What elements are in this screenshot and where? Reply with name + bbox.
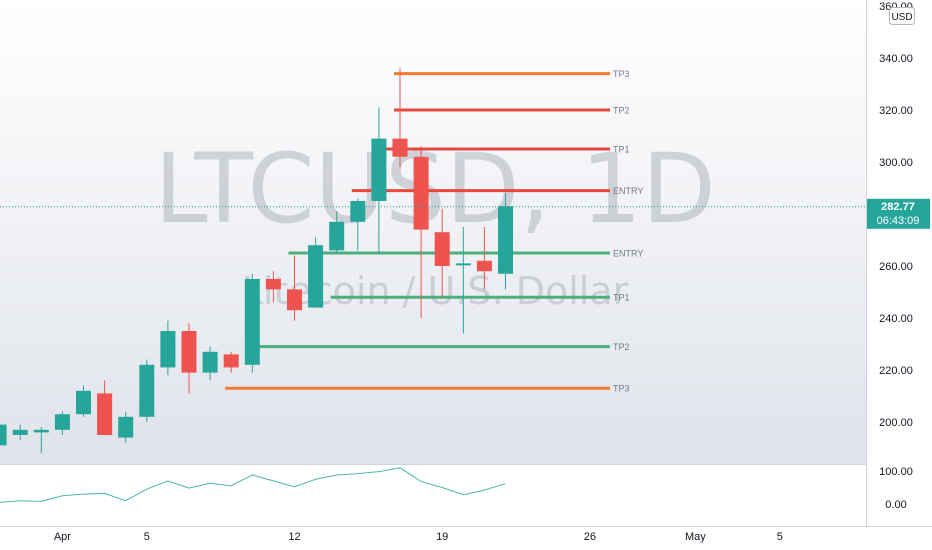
candle-15[interactable] [308,237,324,308]
candle-body-7 [139,364,155,417]
candle-body-24 [498,206,513,274]
candle-body-12 [244,279,260,365]
candle-12[interactable] [244,273,260,373]
price-tick-label: 220.00 [879,365,913,377]
price-axis[interactable]: 200.00220.00240.00260.00280.00300.00320.… [879,1,913,511]
candle-body-5 [97,393,113,435]
candle-23[interactable] [476,227,492,290]
candle-2[interactable] [33,427,49,454]
candle-body-22 [455,263,471,266]
candle-body-17 [350,201,366,222]
time-tick-label: 26 [584,531,596,543]
candle-body-9 [181,331,197,373]
bar-countdown: 06:43:09 [877,215,920,227]
level-label-tp1-2: TP1 [613,145,630,155]
trade-levels: TP3 TP2 TP1 ENTRY ENTRY TP1 TP2 TP3 [225,69,643,394]
candle-5[interactable] [97,380,113,435]
candle-body-8 [160,331,176,368]
oscillator-tick-label: 0.00 [885,499,906,511]
candle-body-2 [33,429,49,433]
candle-6[interactable] [118,411,134,443]
time-axis[interactable]: Apr 5 12 19 26 May 5 [54,531,783,543]
candle-19[interactable] [392,68,408,168]
price-tick-label: 240.00 [879,313,913,325]
candle-10[interactable] [202,346,218,381]
price-tick-label: 320.00 [879,105,913,117]
watermark-symbol: LTCUSD, 1D [154,133,715,245]
price-tick-label: 260.00 [879,261,913,273]
symbol-watermark: LTCUSD, 1D Litecoin / U.S. Dollar [154,133,715,313]
currency-badge-box [889,7,915,25]
level-label-entry-4: ENTRY [613,249,643,259]
candle-8[interactable] [160,320,176,376]
candle-14[interactable] [287,255,302,321]
candle-7[interactable] [139,359,155,422]
candle-1[interactable] [12,424,28,441]
time-tick-label: 5 [144,531,150,543]
candle-20[interactable] [413,146,429,318]
currency-badge[interactable]: USD [889,7,915,25]
time-tick-label: 5 [777,531,783,543]
candle-4[interactable] [76,385,91,417]
time-tick-label: May [685,531,706,543]
price-tick-label: 300.00 [879,157,913,169]
level-label-tp2-6: TP2 [613,342,630,352]
candle-body-6 [118,416,134,438]
candle-21[interactable] [434,208,450,298]
candle-body-0 [0,424,7,446]
candle-18[interactable] [371,107,387,253]
candle-body-21 [434,232,450,266]
candle-body-16 [329,221,345,251]
currency-label: USD [891,12,912,23]
candle-body-23 [476,260,492,272]
candle-body-11 [223,354,239,368]
oscillator [0,467,506,503]
candle-body-15 [308,245,324,308]
level-label-entry-3: ENTRY [613,186,643,196]
candle-body-10 [202,351,218,373]
watermark-description: Litecoin / U.S. Dollar [242,269,629,313]
candle-9[interactable] [181,323,197,394]
candles [0,68,513,454]
candle-body-19 [392,138,408,157]
last-price-tag: 282.77 06:43:09 [867,198,930,229]
candle-11[interactable] [223,351,239,373]
candle-body-14 [287,289,302,311]
level-label-tp1-5: TP1 [613,293,630,303]
oscillator-tick-label: 100.00 [879,466,913,478]
candle-22[interactable] [455,227,471,334]
candle-3[interactable] [54,411,70,435]
candle-body-20 [413,156,429,230]
candle-0[interactable] [0,422,7,448]
price-tick-label: 340.00 [879,53,913,65]
candle-16[interactable] [329,211,345,253]
price-tick-label: 200.00 [879,417,913,429]
last-price-value: 282.77 [881,201,915,213]
time-tick-label: 19 [436,531,448,543]
level-label-tp3-7: TP3 [613,384,630,394]
candle-24[interactable] [498,193,513,290]
candle-body-1 [12,429,28,435]
level-label-tp3-0: TP3 [613,69,630,79]
candle-body-18 [371,138,387,201]
candle-body-3 [54,414,70,430]
candle-13[interactable] [265,271,281,303]
candle-body-4 [76,390,91,415]
last-price-tag-box [867,198,930,229]
oscillator-line [0,467,506,503]
time-tick-label: Apr [54,531,71,543]
time-tick-label: 12 [288,531,300,543]
level-label-tp2-1: TP2 [613,106,630,116]
oscillator-pane-background [0,464,866,526]
candle-body-13 [265,279,281,290]
